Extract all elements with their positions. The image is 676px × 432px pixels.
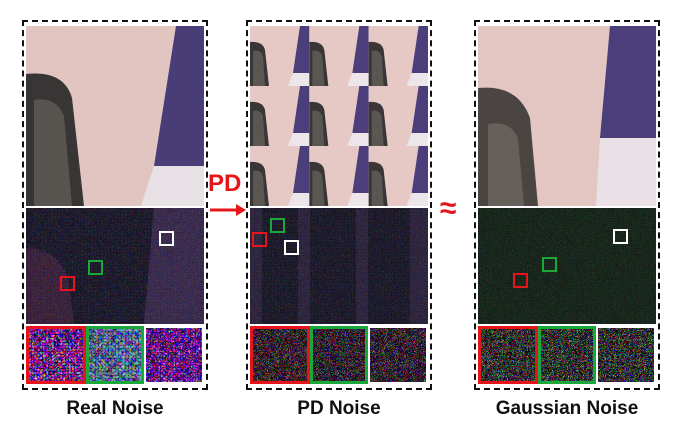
real-noise-panel — [22, 20, 208, 390]
pd-noise-panel — [246, 20, 432, 390]
approx-symbol: ≈ — [440, 192, 457, 225]
red-crop — [250, 326, 310, 384]
gaussian-photo — [478, 26, 656, 206]
green-crop — [538, 326, 596, 384]
gaussian-noise-panel — [474, 20, 660, 390]
pd-noise-map — [250, 208, 428, 324]
red-crop — [26, 326, 86, 384]
pd-noise-caption: PD Noise — [297, 398, 381, 419]
pd-arrow-icon — [210, 204, 246, 216]
white-patch-box — [159, 231, 174, 246]
green-patch-box — [542, 257, 557, 272]
green-patch-box — [270, 218, 285, 233]
red-patch-box — [513, 273, 528, 288]
white-crop — [144, 326, 204, 384]
gaussian-noise-map — [478, 208, 656, 324]
green-crop — [310, 326, 368, 384]
real-noise-map — [26, 208, 204, 324]
green-patch-box — [88, 260, 103, 275]
red-patch-box — [252, 232, 267, 247]
red-crop — [478, 326, 538, 384]
real-noise-caption: Real Noise — [66, 398, 164, 419]
white-crop — [596, 326, 656, 384]
green-crop — [86, 326, 144, 384]
gaussian-noise-caption: Gaussian Noise — [495, 398, 639, 419]
pd-label: PD — [208, 170, 242, 197]
white-patch-box — [613, 229, 628, 244]
red-patch-box — [60, 276, 75, 291]
white-crop — [368, 326, 428, 384]
pd-photo-grid — [250, 26, 428, 206]
white-patch-box — [284, 240, 299, 255]
real-photo — [26, 26, 204, 206]
